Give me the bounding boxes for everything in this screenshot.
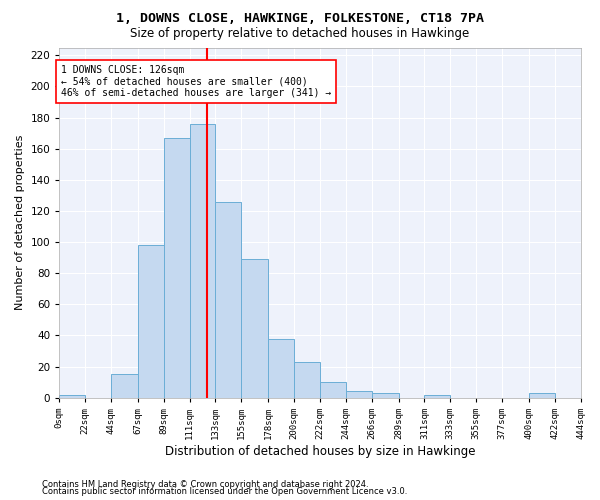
Bar [294,362,320,398]
Bar [424,394,450,398]
Bar [346,392,371,398]
Bar [111,374,138,398]
Bar [215,202,241,398]
Bar [241,259,268,398]
Bar [529,393,554,398]
Y-axis label: Number of detached properties: Number of detached properties [15,135,25,310]
Bar [164,138,190,398]
Bar [59,394,85,398]
X-axis label: Distribution of detached houses by size in Hawkinge: Distribution of detached houses by size … [164,444,475,458]
Bar [268,338,294,398]
Bar [138,245,164,398]
Bar [320,382,346,398]
Text: 1 DOWNS CLOSE: 126sqm
← 54% of detached houses are smaller (400)
46% of semi-det: 1 DOWNS CLOSE: 126sqm ← 54% of detached … [61,64,331,98]
Text: Contains HM Land Registry data © Crown copyright and database right 2024.: Contains HM Land Registry data © Crown c… [42,480,368,489]
Bar [190,124,215,398]
Text: 1, DOWNS CLOSE, HAWKINGE, FOLKESTONE, CT18 7PA: 1, DOWNS CLOSE, HAWKINGE, FOLKESTONE, CT… [116,12,484,26]
Bar [371,393,398,398]
Text: Contains public sector information licensed under the Open Government Licence v3: Contains public sector information licen… [42,487,407,496]
Text: Size of property relative to detached houses in Hawkinge: Size of property relative to detached ho… [130,28,470,40]
